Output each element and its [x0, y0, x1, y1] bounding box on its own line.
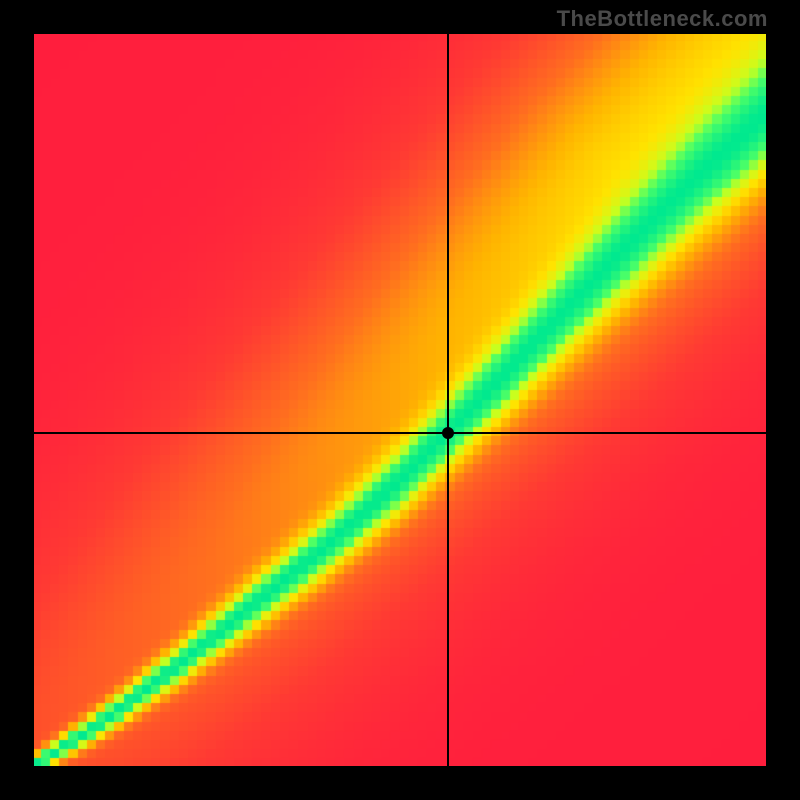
heatmap-canvas [32, 32, 768, 768]
crosshair-vertical [447, 32, 449, 768]
crosshair-marker [442, 427, 454, 439]
watermark-text: TheBottleneck.com [557, 6, 768, 32]
heatmap-plot [32, 32, 768, 768]
crosshair-horizontal [32, 432, 768, 434]
